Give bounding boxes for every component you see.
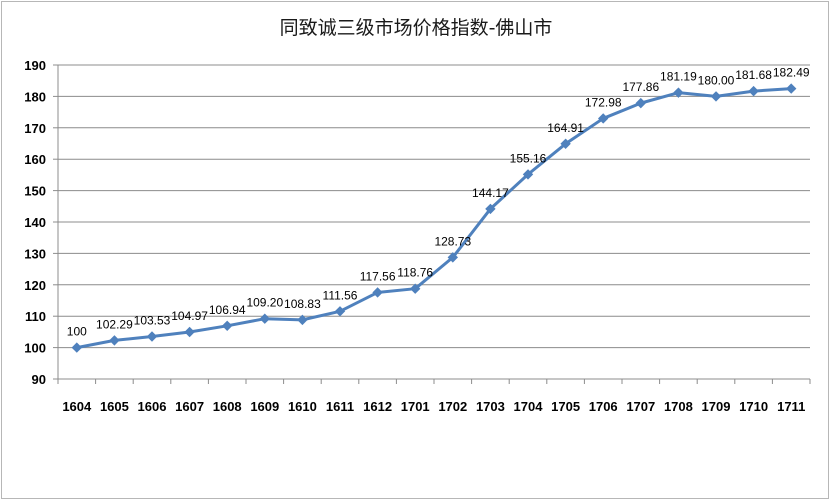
data-label: 109.20 bbox=[246, 296, 283, 310]
x-tick-labels: 1604 1605 1606 1607 1608 1609 1610 1611 1612 1701… bbox=[62, 399, 805, 414]
data-label: 117.56 bbox=[360, 269, 396, 283]
data-label: 104.97 bbox=[171, 309, 208, 323]
data-label: 155.16 bbox=[510, 151, 547, 165]
data-point-marker bbox=[184, 326, 195, 338]
y-tick-label: 130 bbox=[24, 246, 46, 261]
y-tick-label: 190 bbox=[24, 58, 46, 73]
x-tick-label: 1705 bbox=[551, 399, 580, 414]
series-line bbox=[76, 87, 792, 350]
chart-title: 同致诚三级市场价格指数-佛山市 bbox=[280, 17, 553, 39]
data-label: 181.68 bbox=[735, 68, 772, 82]
data-point-marker bbox=[522, 169, 534, 180]
x-tick-label: 1608 bbox=[213, 399, 242, 414]
data-point-marker bbox=[297, 314, 308, 326]
data-point-marker bbox=[447, 252, 459, 263]
data-label: 106.94 bbox=[209, 303, 246, 317]
y-tick-label: 170 bbox=[24, 121, 46, 136]
y-tick-label: 90 bbox=[32, 372, 46, 387]
x-tick-label: 1604 bbox=[62, 399, 92, 414]
data-label: 128.73 bbox=[434, 234, 471, 248]
y-tick-label: 150 bbox=[24, 184, 46, 199]
data-point-marker bbox=[673, 87, 684, 98]
x-tick-label: 1612 bbox=[363, 399, 392, 414]
x-tick-label: 1706 bbox=[589, 399, 618, 414]
data-point-marker bbox=[146, 331, 158, 342]
data-point-marker bbox=[372, 287, 383, 298]
x-tick-label: 1702 bbox=[438, 399, 467, 414]
data-point-marker bbox=[409, 283, 421, 294]
y-tick-label: 180 bbox=[24, 89, 46, 104]
y-tick-label: 120 bbox=[24, 278, 46, 293]
data-point-marker bbox=[785, 83, 797, 94]
data-label: 100 bbox=[67, 325, 87, 339]
data-label: 164.91 bbox=[547, 121, 584, 135]
data-point-marker bbox=[597, 113, 609, 124]
x-tick-label: 1704 bbox=[514, 399, 544, 414]
x-tick-label: 1703 bbox=[476, 399, 505, 414]
series-markers bbox=[71, 83, 797, 353]
data-label: 144.17 bbox=[472, 186, 509, 200]
data-point-marker bbox=[334, 306, 346, 317]
y-tick-label: 140 bbox=[24, 215, 46, 230]
data-point-marker bbox=[221, 320, 233, 332]
x-tick-label: 1710 bbox=[739, 399, 768, 414]
x-tick-label: 1711 bbox=[777, 399, 805, 414]
x-tick-label: 1605 bbox=[100, 399, 129, 414]
x-tick-label: 1709 bbox=[702, 399, 731, 414]
x-tick-label: 1611 bbox=[326, 399, 354, 414]
gridlines bbox=[58, 64, 810, 349]
data-label: 102.29 bbox=[96, 317, 133, 331]
data-point-marker bbox=[109, 335, 120, 346]
axes bbox=[53, 64, 811, 384]
y-tick-labels: 90 100 110 120 130 140 150 160 170 180 190 bbox=[24, 58, 46, 387]
data-point-marker bbox=[259, 313, 271, 324]
x-tick-label: 1707 bbox=[626, 399, 655, 414]
data-point-marker bbox=[560, 138, 571, 149]
y-tick-label: 160 bbox=[24, 152, 46, 167]
x-tick-label: 1708 bbox=[664, 399, 693, 414]
data-label: 181.19 bbox=[660, 70, 697, 84]
data-label: 177.86 bbox=[622, 80, 659, 94]
x-tick-label: 1701 bbox=[401, 399, 430, 414]
x-tick-label: 1606 bbox=[138, 399, 167, 414]
y-tick-label: 100 bbox=[24, 341, 46, 356]
data-point-marker bbox=[710, 91, 722, 102]
series-line-path bbox=[76, 87, 792, 350]
data-label: 172.98 bbox=[585, 95, 622, 109]
data-point-marker bbox=[485, 203, 496, 215]
data-label: 103.53 bbox=[134, 314, 171, 328]
x-tick-label: 1609 bbox=[250, 399, 279, 414]
data-point-marker bbox=[635, 97, 647, 109]
data-label: 118.76 bbox=[397, 266, 433, 280]
data-label: 180.00 bbox=[698, 73, 735, 87]
data-label: 182.49 bbox=[773, 66, 810, 80]
data-label: 111.56 bbox=[323, 288, 358, 302]
data-label: 108.83 bbox=[284, 297, 321, 311]
data-point-marker bbox=[748, 85, 759, 97]
y-tick-label: 110 bbox=[25, 309, 46, 324]
x-tick-label: 1610 bbox=[288, 399, 317, 414]
data-point-marker bbox=[71, 342, 83, 353]
x-tick-label: 1607 bbox=[175, 399, 204, 414]
